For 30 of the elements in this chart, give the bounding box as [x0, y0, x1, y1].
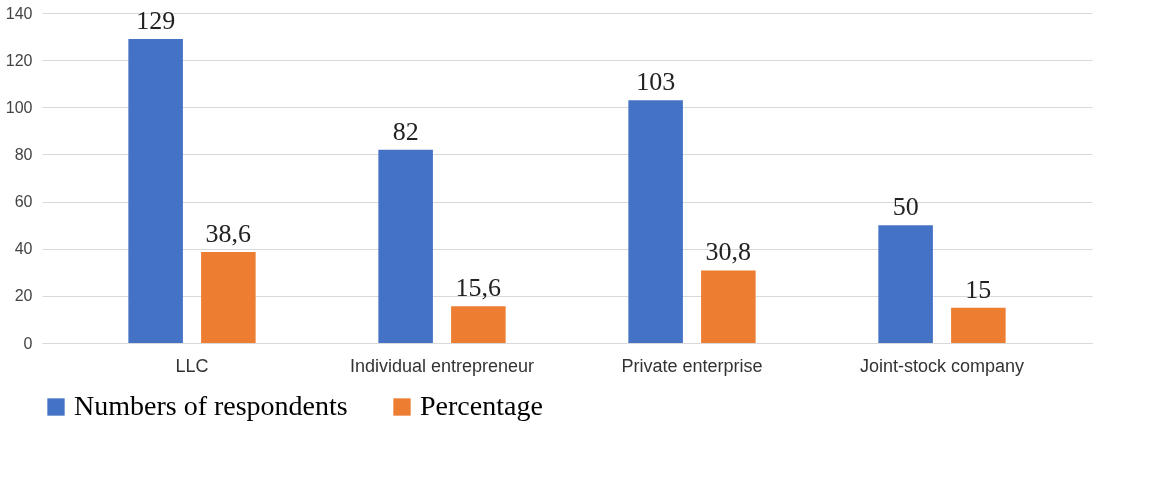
x-tick-label: LLC — [175, 355, 209, 376]
data-label: 50 — [892, 192, 919, 222]
bar — [128, 38, 183, 343]
bar — [628, 100, 683, 343]
x-tick-label: Joint-stock company — [859, 355, 1025, 376]
legend-label: Numbers of respondents — [74, 390, 348, 421]
y-tick-label: 60 — [14, 193, 33, 211]
bar — [201, 252, 256, 343]
data-label: 38,6 — [205, 219, 252, 249]
y-tick-label: 140 — [5, 4, 33, 22]
y-tick-label: 20 — [14, 287, 33, 305]
bar — [951, 307, 1006, 343]
y-tick-label: 100 — [5, 98, 33, 116]
data-label: 103 — [636, 67, 676, 97]
data-label: 15 — [965, 274, 992, 304]
x-tick-label: Private enterprise — [621, 355, 763, 376]
data-label: 30,8 — [705, 237, 752, 267]
bar — [378, 149, 433, 343]
x-tick-label: Individual entrepreneur — [349, 355, 535, 376]
y-tick-label: 120 — [5, 51, 33, 69]
y-tick-label: 80 — [14, 145, 33, 163]
y-tick-label: 40 — [14, 240, 33, 258]
y-tick-label: 0 — [23, 334, 33, 352]
bar — [701, 270, 756, 343]
data-label: 129 — [136, 5, 176, 35]
data-label: 15,6 — [455, 273, 502, 303]
bar — [878, 225, 933, 343]
legend-label: Percentage — [420, 390, 543, 421]
bar — [451, 306, 506, 343]
data-label: 82 — [392, 116, 419, 146]
